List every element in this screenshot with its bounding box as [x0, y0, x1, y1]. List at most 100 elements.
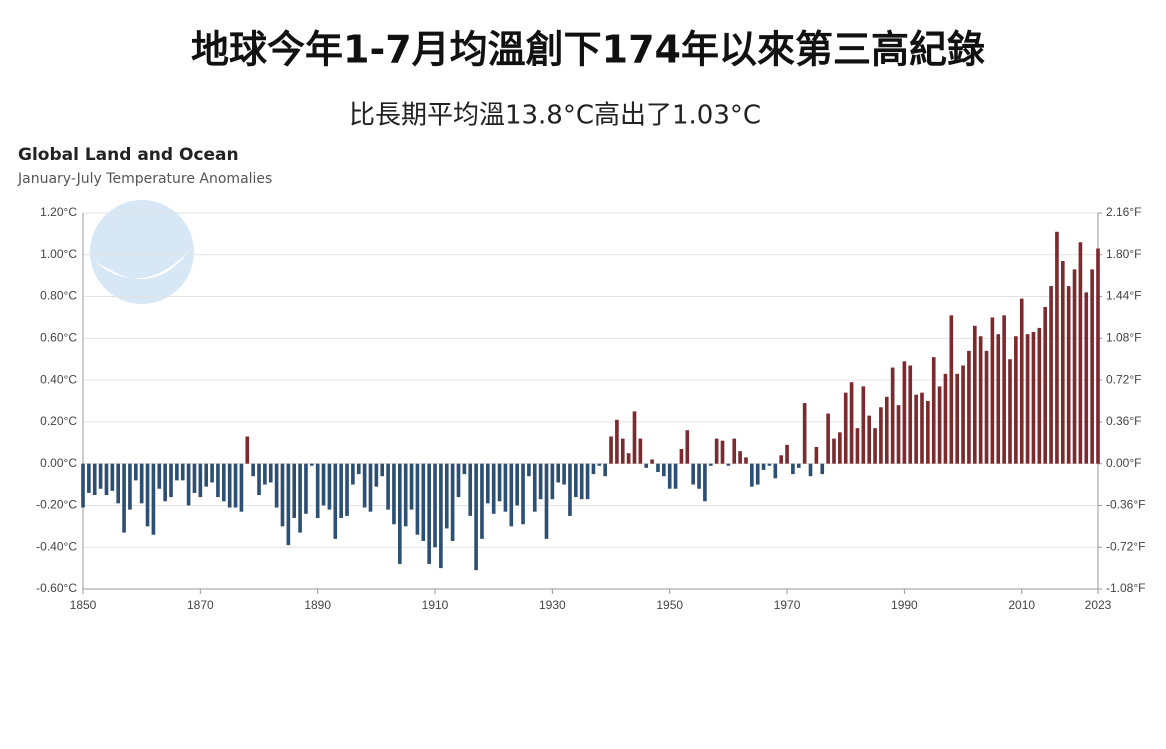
bar: [750, 463, 754, 487]
bar: [562, 463, 566, 485]
bar: [474, 463, 478, 571]
bar: [521, 463, 525, 525]
bar: [920, 392, 924, 464]
x-tick-label: 1930: [539, 598, 566, 612]
x-tick-label: 2010: [1008, 598, 1035, 612]
bar: [761, 463, 766, 470]
x-tick-label: 1990: [891, 598, 918, 612]
bar: [867, 415, 872, 464]
y2-tick-label: -0.36°F: [1106, 498, 1145, 512]
bar: [81, 463, 85, 508]
y2-tick-label: -0.72°F: [1106, 539, 1145, 553]
bar: [468, 463, 473, 516]
bar: [374, 463, 379, 487]
x-tick-label: 1970: [774, 598, 801, 612]
bar: [732, 438, 737, 464]
bar: [826, 413, 830, 464]
bar: [145, 463, 150, 527]
y-tick-label: 0.20°C: [40, 414, 77, 428]
bar: [544, 463, 549, 539]
bar: [486, 463, 490, 504]
x-tick-label: 1890: [304, 598, 331, 612]
chart-title: Global Land and Ocean: [18, 145, 239, 165]
bar: [456, 463, 461, 498]
y-tick-label: 1.00°C: [40, 247, 77, 261]
bar: [216, 463, 220, 498]
bar: [204, 463, 209, 487]
y2-tick-label: 1.08°F: [1106, 331, 1141, 345]
bar: [286, 463, 291, 546]
bar: [1084, 292, 1089, 464]
bar: [133, 463, 138, 481]
bar: [186, 463, 191, 506]
bar: [1002, 315, 1006, 464]
bar: [175, 463, 179, 481]
bar: [990, 317, 995, 464]
bar: [509, 463, 514, 527]
y2-tick-label: 1.44°F: [1106, 289, 1141, 303]
bar: [327, 463, 332, 510]
bar: [439, 463, 443, 569]
bar: [679, 449, 684, 464]
bar: [802, 403, 807, 464]
bar: [1043, 307, 1048, 464]
bar: [579, 463, 584, 500]
bar: [251, 463, 255, 477]
bar: [861, 386, 866, 464]
bar: [591, 463, 596, 475]
bar: [585, 463, 590, 500]
y-tick-label: 0.00°C: [40, 456, 77, 470]
bar: [210, 463, 214, 483]
bar: [820, 463, 825, 475]
page-subtitle: 比長期平均溫13.8°C高出了1.03°C: [349, 101, 761, 131]
bar: [198, 463, 203, 498]
bar: [233, 463, 238, 508]
bar: [568, 463, 572, 516]
bar: [832, 438, 836, 464]
bar: [497, 463, 502, 502]
bar: [1014, 336, 1018, 464]
bar: [450, 463, 455, 541]
bar: [122, 463, 126, 533]
bar: [1055, 231, 1059, 464]
bar: [515, 463, 519, 506]
bar: [738, 451, 742, 464]
bar: [691, 463, 695, 485]
bar: [978, 336, 983, 464]
bar: [879, 407, 883, 464]
bar: [532, 463, 537, 512]
bar: [955, 373, 960, 464]
bar: [491, 463, 496, 514]
bar: [139, 463, 144, 504]
bar: [268, 463, 273, 483]
bar: [421, 463, 426, 541]
bar: [620, 438, 625, 464]
bar: [943, 373, 948, 464]
bar: [755, 463, 760, 485]
bar: [796, 463, 801, 468]
bar: [538, 463, 543, 500]
bar: [574, 463, 578, 498]
bar: [444, 463, 449, 529]
bar: [257, 463, 261, 495]
bar: [808, 463, 813, 477]
bar: [714, 438, 719, 464]
bar: [151, 463, 156, 535]
y-tick-label: 1.20°C: [40, 205, 77, 219]
bar: [386, 463, 390, 510]
bar: [315, 463, 320, 518]
bar: [280, 463, 285, 527]
bar: [87, 463, 91, 493]
bar: [849, 382, 854, 464]
bar: [503, 463, 508, 512]
bar: [937, 386, 942, 464]
bar: [896, 405, 901, 464]
bar: [263, 463, 267, 485]
y2-tick-label: -1.08°F: [1106, 581, 1145, 595]
bar: [1008, 359, 1012, 464]
bar: [415, 463, 420, 535]
bar: [227, 463, 232, 508]
bar: [403, 463, 408, 527]
y-tick-label: 0.80°C: [40, 289, 77, 303]
